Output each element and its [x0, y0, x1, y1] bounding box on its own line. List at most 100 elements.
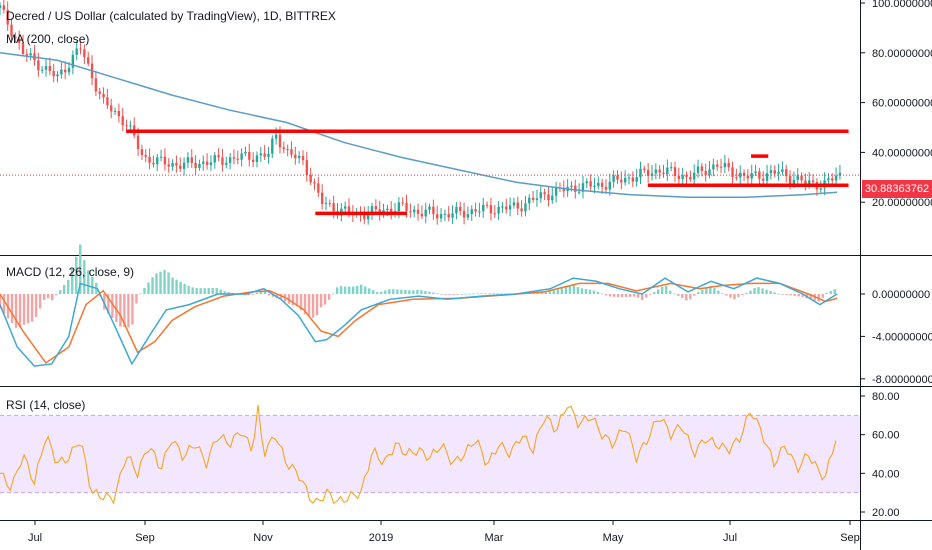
price-candle — [2, 5, 6, 10]
macd-histogram-bar — [355, 286, 359, 294]
price-candle — [819, 188, 822, 190]
rsi-band — [0, 415, 860, 493]
macd-histogram-bar — [46, 294, 50, 299]
price-candle — [838, 172, 842, 176]
price-candle — [129, 125, 132, 127]
price-candle — [209, 162, 213, 166]
price-candle — [470, 209, 473, 215]
macd-histogram-bar — [632, 294, 636, 297]
price-candle — [658, 169, 661, 173]
price-candle — [620, 179, 623, 183]
price-candle — [255, 155, 259, 163]
macd-histogram-bar — [608, 294, 612, 297]
symbol-title: Decred / US Dollar (calculated by Tradin… — [6, 9, 336, 23]
price-candle — [366, 213, 370, 220]
price-candle — [409, 211, 412, 213]
macd-axis-tick-label: -4.00000000 — [872, 331, 932, 343]
macd-histogram-bar — [0, 294, 2, 309]
macd-histogram-bar — [303, 294, 307, 315]
price-candle — [577, 191, 581, 193]
price-candle — [669, 167, 673, 169]
price-candle — [48, 66, 52, 71]
price-candle — [508, 205, 512, 210]
price-candle — [562, 188, 565, 192]
macd-histogram-bar — [628, 294, 632, 297]
rsi-indicator-label[interactable]: RSI (14, close) — [6, 398, 86, 412]
price-candle — [547, 194, 550, 201]
price-candle — [589, 181, 592, 187]
price-candle — [643, 168, 646, 171]
price-candle — [466, 214, 470, 218]
macd-histogram-bar — [183, 283, 186, 294]
price-candle — [305, 160, 309, 176]
price-candle — [708, 169, 711, 176]
macd-histogram-bar — [315, 294, 319, 316]
price-candle — [370, 206, 374, 214]
macd-histogram-bar — [75, 256, 78, 294]
macd-histogram-bar — [215, 288, 218, 294]
price-candle — [735, 177, 738, 179]
price-candle — [704, 170, 707, 176]
price-candle — [570, 185, 573, 187]
price-candle — [654, 169, 658, 174]
price-candle — [436, 214, 439, 219]
macd-histogram-bar — [347, 286, 351, 294]
macd-histogram-bar — [59, 290, 62, 294]
price-candle — [301, 155, 305, 161]
macd-histogram-bar — [79, 244, 82, 294]
price-candle — [332, 203, 335, 212]
macd-histogram-bar — [50, 294, 54, 301]
rsi-axis-tick-label: 60.00 — [872, 430, 900, 442]
price-candle — [719, 166, 723, 168]
price-candle — [171, 163, 174, 167]
macd-histogram-bar — [123, 294, 126, 327]
macd-histogram-bar — [295, 294, 299, 307]
price-candle — [378, 209, 381, 214]
price-candle — [692, 172, 696, 180]
price-candle — [551, 195, 554, 201]
macd-histogram-bar — [713, 288, 716, 294]
macd-histogram-bar — [544, 290, 548, 294]
macd-histogram-bar — [203, 288, 206, 294]
price-candle — [581, 183, 585, 192]
macd-histogram-bar — [368, 288, 371, 294]
price-candle — [554, 187, 558, 196]
macd-histogram-bar — [420, 290, 423, 294]
price-candle — [727, 162, 730, 168]
price-candle — [574, 185, 577, 192]
macd-signal-line — [0, 282, 838, 364]
macd-histogram-bar — [271, 294, 275, 297]
macd-indicator-label[interactable]: MACD (12, 26, close, 9) — [6, 265, 135, 279]
macd-histogram-bar — [801, 294, 804, 297]
macd-histogram-bar — [26, 294, 30, 324]
price-candle — [282, 147, 286, 150]
macd-histogram-bar — [644, 294, 648, 298]
time-axis-tick-label: Sep — [135, 532, 155, 544]
price-candle — [263, 153, 266, 157]
price-candle — [489, 205, 493, 214]
macd-histogram-bar — [83, 260, 86, 294]
macd-histogram-bar — [729, 294, 732, 298]
macd-histogram-bar — [564, 286, 568, 294]
macd-histogram-bar — [825, 292, 828, 294]
macd-histogram-bar — [351, 286, 355, 294]
price-candle — [251, 159, 255, 163]
macd-histogram-bar — [472, 293, 475, 295]
price-candle — [800, 175, 803, 181]
ma-indicator-label[interactable]: MA (200, close) — [6, 32, 90, 46]
macd-histogram-bar — [749, 290, 752, 294]
price-axis-tick-label: 20.00000000 — [872, 197, 932, 209]
macd-histogram-bar — [460, 293, 463, 295]
macd-histogram-bar — [440, 294, 443, 295]
macd-histogram-bar — [488, 293, 491, 295]
price-candle — [159, 156, 163, 158]
time-axis-tick-label: Nov — [253, 532, 273, 544]
price-candle — [505, 206, 508, 210]
price-candle — [432, 206, 435, 215]
macd-histogram-bar — [412, 290, 415, 294]
price-candle — [29, 53, 32, 56]
price-candle — [297, 155, 301, 159]
macd-histogram-bar — [307, 294, 311, 317]
price-candle — [274, 134, 278, 139]
